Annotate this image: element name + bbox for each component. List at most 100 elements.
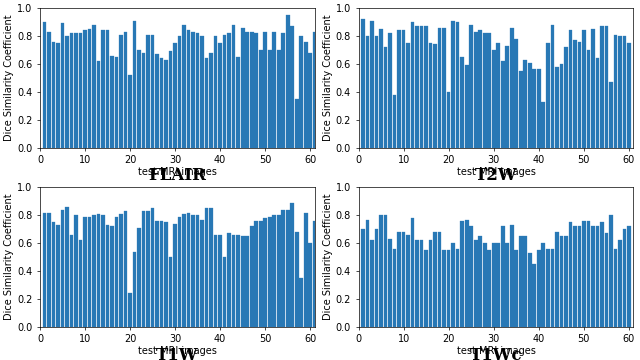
Bar [83,217,87,327]
Bar [259,221,262,327]
Bar [524,60,527,148]
Bar [555,232,559,327]
X-axis label: test MRI images: test MRI images [456,346,536,356]
Bar [236,235,240,327]
Bar [465,220,468,327]
Bar [160,221,163,327]
Bar [555,67,559,148]
Bar [286,210,289,327]
Bar [132,21,136,148]
Bar [282,210,285,327]
Bar [361,229,365,327]
Y-axis label: Dice Similarity Coefficient: Dice Similarity Coefficient [4,194,14,320]
Bar [205,208,209,327]
Bar [384,47,387,148]
X-axis label: test MRI images: test MRI images [138,346,217,356]
Bar [605,233,608,327]
Bar [47,212,51,327]
Bar [591,29,595,148]
Bar [406,43,410,148]
Bar [492,243,495,327]
Bar [568,31,572,148]
Bar [308,243,312,327]
Bar [479,31,482,148]
Bar [623,36,626,148]
Bar [106,31,109,148]
Bar [497,43,500,148]
Bar [614,249,617,327]
Bar [200,220,204,327]
Bar [371,240,374,327]
Bar [232,235,236,327]
Bar [469,25,473,148]
Bar [402,232,405,327]
Bar [250,32,253,148]
Bar [119,35,123,148]
Bar [52,42,55,148]
Bar [169,257,172,327]
Bar [273,215,276,327]
Bar [618,240,621,327]
Bar [384,215,387,327]
Text: T2W: T2W [475,167,517,184]
Bar [264,218,267,327]
Bar [380,215,383,327]
Bar [88,29,92,148]
Bar [101,31,105,148]
Bar [456,249,460,327]
Bar [245,32,249,148]
Bar [541,243,545,327]
Bar [151,208,154,327]
Bar [182,214,186,327]
Bar [550,25,554,148]
Bar [397,31,401,148]
Bar [232,25,236,148]
Bar [97,214,100,327]
Bar [291,26,294,148]
Bar [519,236,523,327]
Bar [497,243,500,327]
Bar [209,53,213,148]
Bar [600,26,604,148]
Bar [397,232,401,327]
Bar [300,278,303,327]
Bar [304,212,308,327]
Bar [433,44,437,148]
Bar [200,36,204,148]
Bar [479,236,482,327]
Bar [506,46,509,148]
Bar [74,215,78,327]
Bar [442,250,446,327]
Bar [515,250,518,327]
Bar [227,233,231,327]
Bar [577,226,581,327]
Bar [97,61,100,148]
Bar [196,33,200,148]
Bar [573,40,577,148]
Bar [501,61,504,148]
Bar [52,222,55,327]
Bar [187,31,191,148]
Bar [178,36,181,148]
Bar [451,243,455,327]
Bar [236,57,240,148]
Bar [402,31,405,148]
Bar [451,21,455,148]
Bar [178,217,181,327]
Bar [424,26,428,148]
Bar [137,228,141,327]
Bar [214,36,218,148]
Bar [465,65,468,148]
Bar [191,32,195,148]
Y-axis label: Dice Similarity Coefficient: Dice Similarity Coefficient [323,194,333,320]
Bar [609,82,612,148]
Bar [559,64,563,148]
Bar [128,293,132,327]
Bar [70,235,74,327]
Bar [546,43,550,148]
Bar [291,203,294,327]
Bar [92,25,96,148]
Bar [56,43,60,148]
Bar [295,99,299,148]
Bar [474,240,477,327]
